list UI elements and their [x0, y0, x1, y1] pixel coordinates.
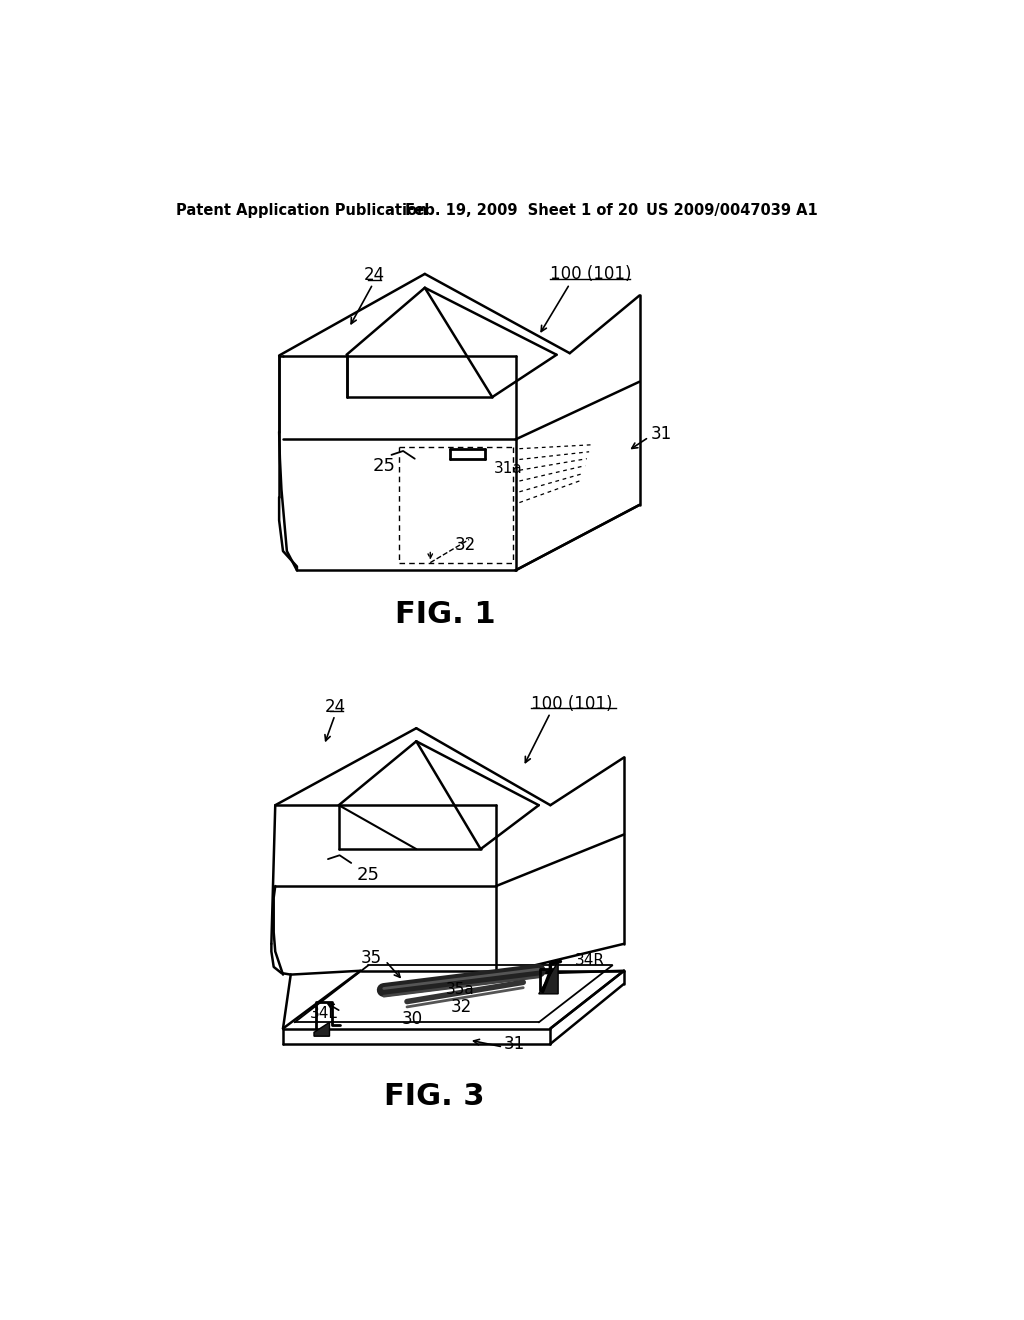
- Text: 31a: 31a: [494, 461, 522, 477]
- Text: 31: 31: [651, 425, 673, 444]
- Text: 31: 31: [504, 1035, 525, 1053]
- Text: 32: 32: [451, 998, 472, 1016]
- Text: 25: 25: [373, 458, 395, 475]
- Text: 34L: 34L: [309, 1006, 337, 1020]
- Polygon shape: [539, 961, 558, 994]
- Text: 35: 35: [361, 949, 382, 966]
- Text: 24: 24: [326, 698, 346, 715]
- Text: 100 (101): 100 (101): [531, 694, 612, 713]
- Text: Patent Application Publication: Patent Application Publication: [176, 203, 428, 218]
- Text: FIG. 3: FIG. 3: [384, 1082, 484, 1111]
- Text: 25: 25: [356, 866, 380, 883]
- Text: 100 (101): 100 (101): [550, 265, 632, 282]
- Text: 24: 24: [364, 267, 385, 284]
- Text: 32: 32: [455, 536, 476, 554]
- Text: 34R: 34R: [575, 953, 605, 969]
- Text: US 2009/0047039 A1: US 2009/0047039 A1: [646, 203, 817, 218]
- Text: Feb. 19, 2009  Sheet 1 of 20: Feb. 19, 2009 Sheet 1 of 20: [406, 203, 639, 218]
- Text: 30: 30: [401, 1010, 423, 1028]
- Polygon shape: [314, 1022, 330, 1036]
- Text: FIG. 1: FIG. 1: [395, 601, 496, 630]
- Text: 35a: 35a: [445, 982, 474, 998]
